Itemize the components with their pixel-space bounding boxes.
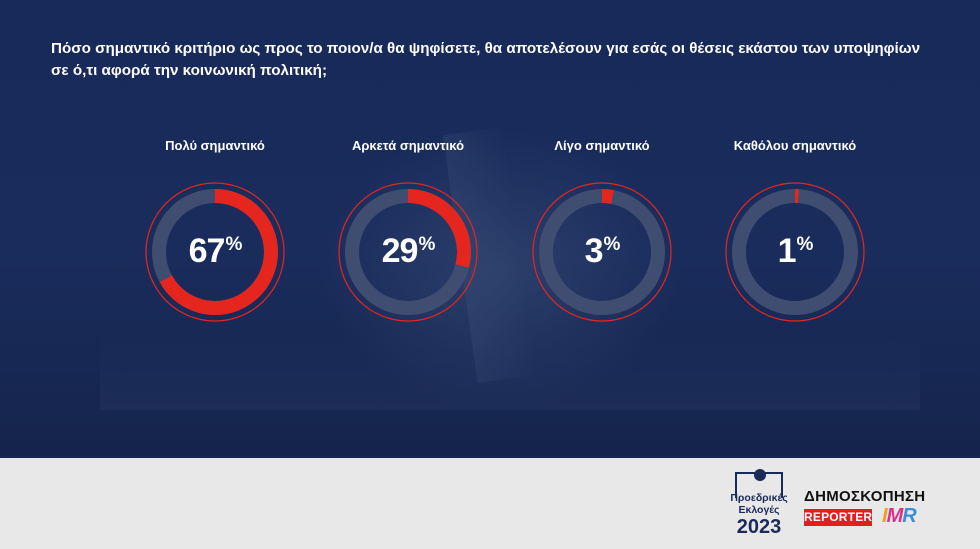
gauge-value-number: 3 <box>584 232 604 270</box>
gauge-fairly-important: Αρκετά σημαντικό 29% <box>323 138 493 322</box>
gauge-ring <box>145 182 285 322</box>
elections-logo-line2: Εκλογές <box>738 504 780 516</box>
gauge-value-unit: % <box>418 234 435 255</box>
ballot-seal-icon <box>754 469 766 481</box>
ring-value <box>345 189 471 315</box>
reporter-logo: REPORTER <box>804 509 873 526</box>
elections-logo-year: 2023 <box>736 516 782 538</box>
ring-value <box>732 189 858 315</box>
elections-2023-logo: Προεδρικές Εκλογές 2023 <box>723 469 795 544</box>
gauge-ring <box>532 182 672 322</box>
background-table-silhouette <box>100 330 920 410</box>
gauge-ring <box>338 182 478 322</box>
gauge-label: Πολύ σημαντικό <box>165 138 265 153</box>
gauge-value-number: 67 <box>188 232 226 270</box>
ring-value <box>539 189 665 315</box>
gauge-value-unit: % <box>225 234 242 255</box>
question-text: Πόσο σημαντικό κριτήριο ως προς το ποιον… <box>51 40 921 79</box>
gauge-label: Αρκετά σημαντικό <box>351 138 465 153</box>
gauge-value-number: 29 <box>381 232 419 270</box>
gauge-value: 3% <box>517 232 687 271</box>
gauge-value-number: 1 <box>777 232 797 270</box>
elections-logo-line1: Προεδρικές <box>730 492 788 504</box>
gauge-not-important: Καθόλου σημαντικό 1% <box>710 138 880 322</box>
gauge-value: 29% <box>323 232 493 271</box>
ring-value <box>152 189 278 315</box>
gauge-ring <box>725 182 865 322</box>
imr-logo: IMR <box>882 505 917 527</box>
gauge-value-unit: % <box>796 234 814 255</box>
gauge-label: Καθόλου σημαντικό <box>733 138 857 153</box>
ring-outline <box>338 182 478 322</box>
gauge-value: 1% <box>710 232 880 271</box>
footer-bar: Προεδρικές Εκλογές 2023 ΔΗΜΟΣΚΟΠΗΣΗ REPO… <box>0 458 980 549</box>
gauge-value-unit: % <box>603 234 621 255</box>
gauge-value: 67% <box>130 232 300 271</box>
ballot-box-icon <box>735 469 783 498</box>
gauge-label: Λίγο σημαντικό <box>554 138 650 153</box>
gauge-slightly-important: Λίγο σημαντικό 3% <box>517 138 687 322</box>
ring-outline <box>725 182 865 322</box>
poll-title: ΔΗΜΟΣΚΟΠΗΣΗ <box>804 488 926 505</box>
gauge-very-important: Πολύ σημαντικό 67% <box>130 138 300 322</box>
ring-outline <box>532 182 672 322</box>
ring-outline <box>145 182 285 322</box>
